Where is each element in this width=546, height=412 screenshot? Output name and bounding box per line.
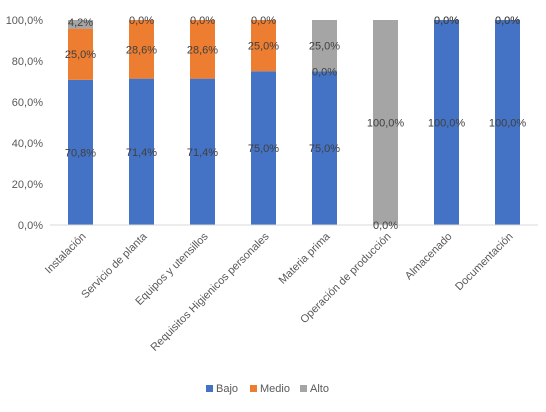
data-label-bajo: 71,4% (126, 147, 157, 159)
data-label-alto: 0,0% (434, 15, 459, 27)
y-tick-label: 60,0% (12, 97, 43, 109)
bar-segment-alto (373, 20, 398, 225)
data-label-bajo: 70,8% (65, 147, 96, 159)
x-category-label: Instalación (43, 231, 89, 277)
data-label-medio: 0,0% (312, 66, 337, 78)
data-label-bajo: 71,4% (187, 147, 218, 159)
bars (68, 20, 520, 225)
data-label-bajo: 75,0% (309, 143, 340, 155)
y-tick-label: 0,0% (18, 220, 43, 232)
legend-label-bajo: Bajo (216, 383, 238, 395)
data-label-bajo: 0,0% (373, 220, 398, 232)
data-label-alto: 25,0% (309, 41, 340, 53)
data-label-bajo: 100,0% (489, 118, 527, 130)
data-label-medio: 25,0% (248, 41, 279, 53)
data-label-medio: 28,6% (187, 44, 218, 56)
legend-swatch-bajo (206, 385, 213, 392)
bar-segment-alto (312, 20, 337, 72)
data-label-alto: 0,0% (495, 15, 520, 27)
y-tick-label: 40,0% (12, 138, 43, 150)
y-tick-label: 80,0% (12, 56, 43, 68)
data-label-medio: 0,0% (495, 15, 520, 27)
data-label-medio: 28,6% (126, 44, 157, 56)
y-axis-ticks: 0,0% 20,0% 40,0% 60,0% 80,0% 100,0% (6, 15, 44, 232)
data-label-medio: 0,0% (434, 15, 459, 27)
legend-swatch-alto (300, 385, 307, 392)
data-label-medio: 25,0% (65, 49, 96, 61)
x-category-label: Documentación (453, 231, 516, 294)
bar-segment-medio (68, 28, 93, 80)
data-label-alto: 0,0% (129, 15, 154, 27)
bar-segment-bajo (129, 78, 154, 225)
y-tick-label: 20,0% (12, 179, 43, 191)
data-label-alto: 0,0% (251, 15, 276, 27)
data-label-alto: 0,0% (190, 15, 215, 27)
bar-segment-bajo (190, 78, 215, 225)
y-tick-label: 100,0% (6, 15, 44, 27)
data-label-alto: 100,0% (367, 118, 405, 130)
bar-segment-bajo (68, 79, 93, 225)
bar-segment-medio (190, 20, 215, 79)
legend-label-alto: Alto (310, 383, 329, 395)
bar-segment-bajo (251, 71, 276, 225)
bar-segment-medio (251, 20, 276, 72)
bar-segment-alto (68, 20, 93, 29)
data-label-bajo: 75,0% (248, 143, 279, 155)
legend-swatch-medio (250, 385, 257, 392)
x-category-label: Almacenado (403, 231, 455, 283)
data-labels: 70,8% 25,0% 4,2% 71,4% 28,6% 0,0% 71,4% 28,6% 0,… (65, 15, 526, 232)
legend: Bajo Medio Alto (206, 383, 329, 395)
x-category-label: Materia prima (277, 230, 334, 287)
bar-segment-medio (129, 20, 154, 79)
bar-segment-bajo (312, 71, 337, 225)
legend-label-medio: Medio (260, 383, 290, 395)
x-category-label: Requisitos Higienicos personales (149, 230, 272, 353)
x-category-label: Servicio de planta (79, 230, 150, 301)
bar-segment-bajo (434, 20, 459, 225)
bar-segment-bajo (495, 20, 520, 225)
data-label-alto: 4,2% (68, 17, 93, 29)
data-label-bajo: 100,0% (428, 118, 466, 130)
